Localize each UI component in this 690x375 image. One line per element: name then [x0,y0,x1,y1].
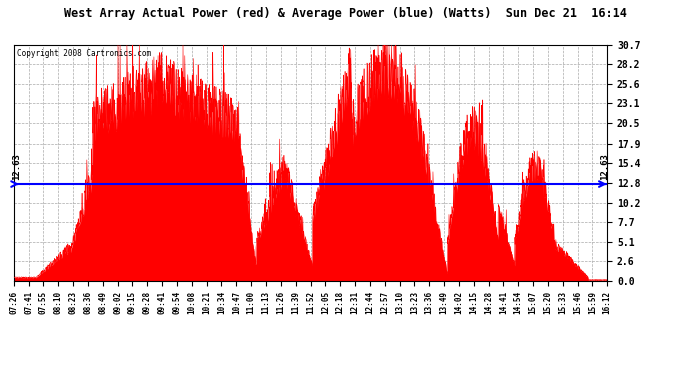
Text: West Array Actual Power (red) & Average Power (blue) (Watts)  Sun Dec 21  16:14: West Array Actual Power (red) & Average … [63,8,627,21]
Text: Copyright 2008 Cartronics.com: Copyright 2008 Cartronics.com [17,48,151,57]
Text: 12.63: 12.63 [12,153,21,180]
Text: 12.63: 12.63 [600,153,610,180]
